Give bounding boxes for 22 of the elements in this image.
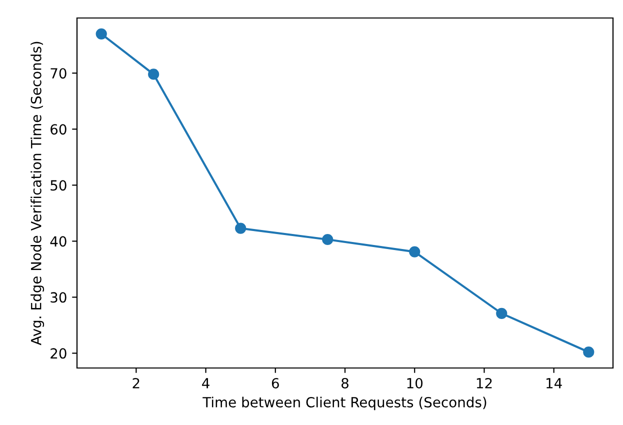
point <box>235 222 246 234</box>
point <box>148 68 160 80</box>
y-tick-label: 60 <box>50 124 66 135</box>
point <box>583 346 594 358</box>
x-tick-label: 14 <box>546 378 562 388</box>
x-tick-label: 4 <box>202 378 210 388</box>
point <box>496 308 508 319</box>
y-tick-label: 50 <box>50 180 66 191</box>
y-tick-label: 20 <box>50 348 66 359</box>
x-tick-label: 10 <box>407 378 423 388</box>
point <box>322 234 334 246</box>
x-axis-title: Time between Client Requests (Seconds) <box>202 396 486 410</box>
y-axis-title: Avg. Edge Node Verification Time (Seconds) <box>30 42 44 346</box>
x-tick-label: 6 <box>272 378 279 388</box>
point <box>96 28 107 40</box>
y-tick-label: 40 <box>50 236 66 247</box>
x-tick-label: 2 <box>132 378 140 388</box>
x-tick-label: 12 <box>476 378 492 388</box>
x-tick-label: 8 <box>342 378 348 388</box>
y-tick-label: 70 <box>50 68 66 79</box>
y-tick-label: 30 <box>50 292 66 303</box>
point <box>409 246 420 258</box>
